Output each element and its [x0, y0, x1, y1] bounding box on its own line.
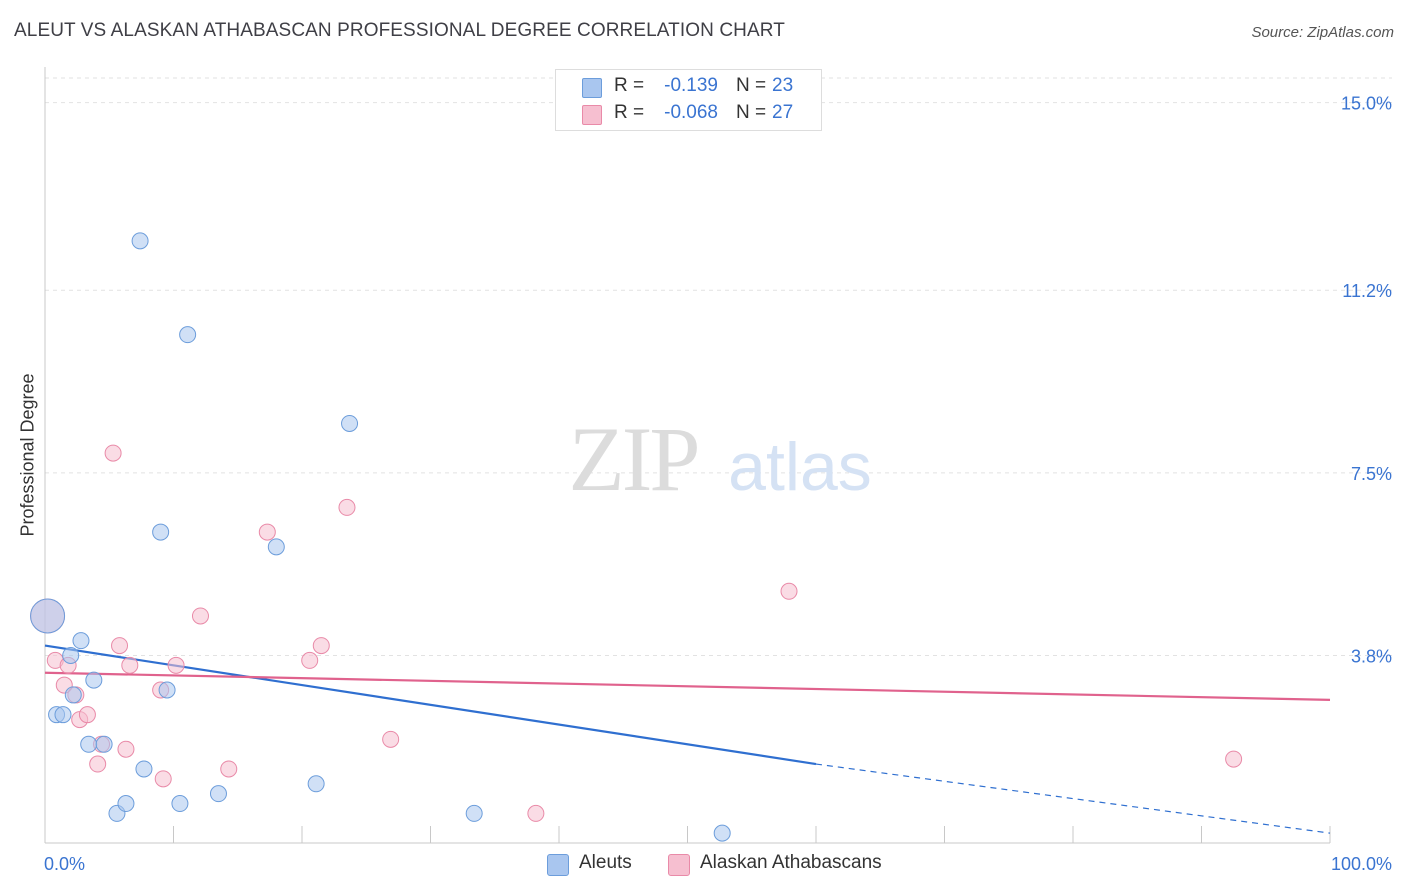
athabascan-swatch	[668, 854, 690, 876]
r-value: -0.068	[664, 102, 718, 123]
aleut-points	[30, 232, 731, 842]
athabascan-point	[527, 804, 545, 822]
legend-label-aleuts: Aleuts	[579, 852, 632, 873]
athabascan-point	[191, 607, 209, 625]
aleut-point	[64, 686, 82, 704]
watermark-zip: ZIP	[569, 408, 698, 510]
x-tick-label-max: 100.0%	[1331, 854, 1392, 874]
aleut-point	[209, 785, 227, 803]
athabascan-point	[780, 582, 798, 600]
legend-label-athabascans: Alaskan Athabascans	[700, 852, 882, 873]
athabascan-point	[104, 444, 122, 462]
aleut-point	[171, 795, 189, 813]
aleut-point	[30, 598, 66, 634]
athabascan-point	[78, 706, 96, 724]
athabascan-point	[382, 730, 400, 748]
aleut-swatch	[582, 78, 602, 98]
aleut-swatch	[547, 854, 569, 876]
legend-item-aleuts[interactable]: Aleuts	[547, 852, 687, 876]
athabascan-point	[121, 656, 139, 674]
aleut-point	[179, 326, 197, 344]
aleut-point	[158, 681, 176, 699]
athabascan-trendline	[44, 671, 1331, 701]
r-value: -0.139	[664, 75, 718, 96]
n-label: N =	[736, 75, 767, 96]
y-tick-label: 15.0%	[1341, 94, 1392, 114]
grid-lines	[45, 77, 1392, 656]
athabascan-point	[220, 760, 238, 778]
r-label: R =	[614, 75, 645, 96]
chart-title: ALEUT VS ALASKAN ATHABASCAN PROFESSIONAL…	[14, 20, 785, 41]
aleut-trendline	[44, 644, 817, 766]
athabascan-swatch	[582, 105, 602, 125]
aleut-point	[307, 775, 325, 793]
axes	[44, 67, 1331, 844]
x-tick-label-min: 0.0%	[44, 854, 85, 874]
athabascan-point	[1225, 750, 1243, 768]
y-tick-label: 7.5%	[1351, 464, 1392, 484]
athabascan-point	[89, 755, 107, 773]
athabascan-point	[117, 740, 135, 758]
watermark-atlas: atlas	[728, 429, 872, 505]
source-label: Source: ZipAtlas.com	[1251, 24, 1394, 41]
aleut-point	[72, 632, 90, 650]
y-tick-label: 3.8%	[1351, 646, 1392, 666]
legend-item-athabascans[interactable]: Alaskan Athabascans	[668, 852, 908, 876]
n-label: N =	[736, 102, 767, 123]
aleut-trendline-extension	[815, 763, 1331, 834]
n-value: 23	[772, 75, 794, 96]
r-label: R =	[614, 102, 645, 123]
n-value: 27	[772, 102, 794, 123]
aleut-point	[80, 735, 98, 753]
aleut-point	[713, 824, 731, 842]
athabascan-point	[154, 770, 172, 788]
y-tick-label: 11.2%	[1342, 281, 1392, 301]
aleut-point	[62, 646, 80, 664]
aleut-point	[85, 671, 103, 689]
athabascan-point	[338, 498, 356, 516]
athabascan-point	[301, 651, 319, 669]
aleut-point	[117, 795, 135, 813]
trend-lines	[44, 644, 1331, 834]
aleut-point	[95, 735, 113, 753]
athabascan-point	[167, 656, 185, 674]
aleut-point	[54, 706, 72, 724]
aleut-point	[267, 538, 285, 556]
athabascan-point	[111, 637, 129, 655]
watermark: ZIP atlas	[569, 408, 872, 510]
aleut-point	[465, 804, 483, 822]
aleut-point	[152, 523, 170, 541]
correlation-legend: R = -0.139 N = 23 R = -0.068 N = 27	[555, 69, 822, 131]
tick-labels: 3.8% 7.5% 11.2% 15.0% 0.0% 100.0%	[44, 94, 1392, 874]
athabascan-point	[258, 523, 276, 541]
aleut-point	[135, 760, 153, 778]
aleut-point	[341, 414, 359, 432]
aleut-point	[131, 232, 149, 250]
athabascan-point	[312, 637, 330, 655]
